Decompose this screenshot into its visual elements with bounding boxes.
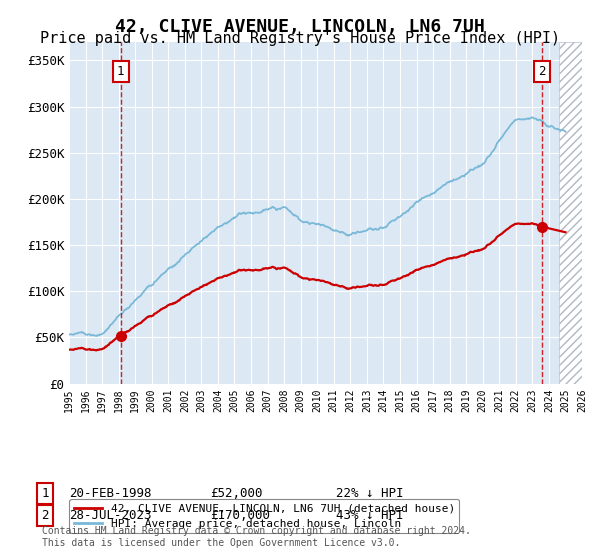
42, CLIVE AVENUE, LINCOLN, LN6 7UH (detached house) [562,229,569,236]
HPI: Average price, detached house, Lincoln: (2e+03, 5.3e+04): Average price, detached house, Lincoln: … [65,332,73,338]
Text: 1: 1 [41,487,49,501]
Text: 43% ↓ HPI: 43% ↓ HPI [336,508,404,522]
HPI: Average price, detached house, Lincoln: (2.02e+03, 2.73e+05): Average price, detached house, Lincoln: … [562,128,569,135]
HPI: Average price, detached house, Lincoln: (2e+03, 1.13e+05): Average price, detached house, Lincoln: … [154,276,161,282]
42, CLIVE AVENUE, LINCOLN, LN6 7UH (detached house) [398,274,405,281]
Text: 2: 2 [538,65,545,78]
HPI: Average price, detached house, Lincoln: (2.02e+03, 1.82e+05): Average price, detached house, Lincoln: … [398,212,405,219]
HPI: Average price, detached house, Lincoln: (2.01e+03, 1.82e+05): Average price, detached house, Lincoln: … [291,212,298,218]
42, CLIVE AVENUE, LINCOLN, LN6 7UH (detached house) [65,347,73,353]
Line: HPI: Average price, detached house, Lincoln: HPI: Average price, detached house, Linc… [69,117,565,336]
HPI: Average price, detached house, Lincoln: (2.01e+03, 1.65e+05): Average price, detached house, Lincoln: … [359,228,366,235]
HPI: Average price, detached house, Lincoln: (2e+03, 5.15e+04): Average price, detached house, Lincoln: … [93,333,100,339]
Text: 1: 1 [117,65,124,78]
42, CLIVE AVENUE, LINCOLN, LN6 7UH (detached house) [440,257,447,264]
42, CLIVE AVENUE, LINCOLN, LN6 7UH (detached house) [529,220,536,227]
Text: Contains HM Land Registry data © Crown copyright and database right 2024.
This d: Contains HM Land Registry data © Crown c… [42,526,471,548]
HPI: Average price, detached house, Lincoln: (2e+03, 1.51e+05): Average price, detached house, Lincoln: … [194,241,201,248]
Line: 42, CLIVE AVENUE, LINCOLN, LN6 7UH (detached house): 42, CLIVE AVENUE, LINCOLN, LN6 7UH (deta… [69,223,565,351]
Text: £170,000: £170,000 [210,508,270,522]
Text: £52,000: £52,000 [210,487,263,501]
Text: 2: 2 [41,508,49,522]
Text: Price paid vs. HM Land Registry's House Price Index (HPI): Price paid vs. HM Land Registry's House … [40,31,560,46]
42, CLIVE AVENUE, LINCOLN, LN6 7UH (detached house) [359,283,366,290]
42, CLIVE AVENUE, LINCOLN, LN6 7UH (detached house) [194,286,201,292]
Legend: 42, CLIVE AVENUE, LINCOLN, LN6 7UH (detached house), HPI: Average price, detache: 42, CLIVE AVENUE, LINCOLN, LN6 7UH (deta… [70,499,459,534]
HPI: Average price, detached house, Lincoln: (2.02e+03, 2.15e+05): Average price, detached house, Lincoln: … [440,182,447,189]
Text: 28-JUL-2023: 28-JUL-2023 [69,508,151,522]
42, CLIVE AVENUE, LINCOLN, LN6 7UH (detached house) [93,347,100,354]
Text: 42, CLIVE AVENUE, LINCOLN, LN6 7UH: 42, CLIVE AVENUE, LINCOLN, LN6 7UH [115,18,485,36]
Text: 22% ↓ HPI: 22% ↓ HPI [336,487,404,501]
Text: 20-FEB-1998: 20-FEB-1998 [69,487,151,501]
42, CLIVE AVENUE, LINCOLN, LN6 7UH (detached house) [154,309,161,315]
42, CLIVE AVENUE, LINCOLN, LN6 7UH (detached house) [291,270,298,277]
HPI: Average price, detached house, Lincoln: (2.02e+03, 2.88e+05): Average price, detached house, Lincoln: … [529,114,536,120]
